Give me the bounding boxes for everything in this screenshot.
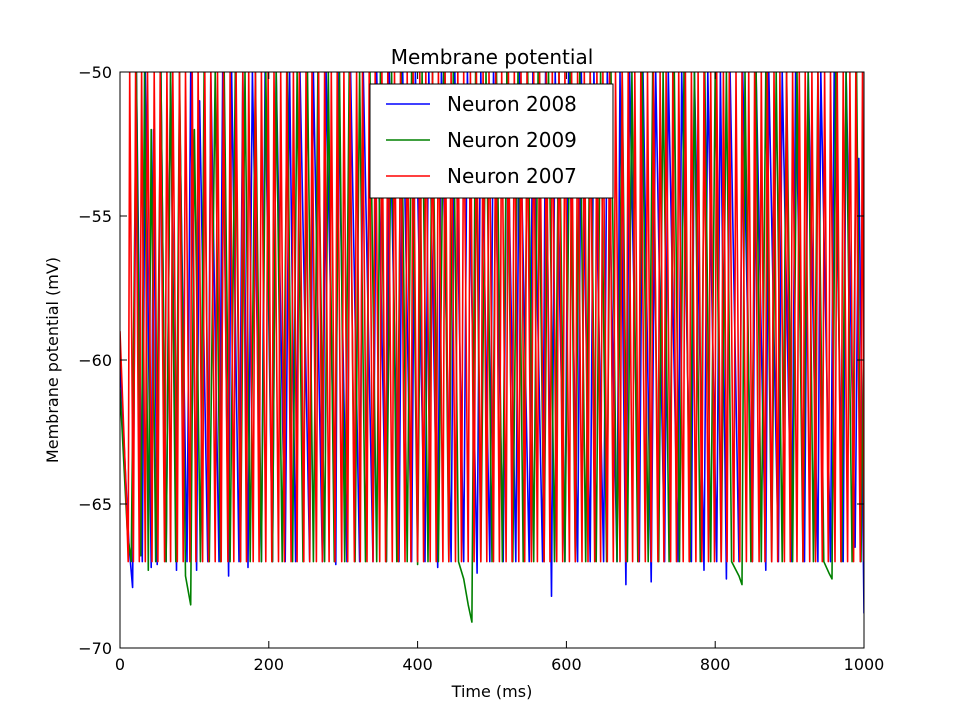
legend: Neuron 2008 Neuron 2009 Neuron 2007 xyxy=(369,83,614,199)
x-axis: 0 200 400 600 800 1000 xyxy=(115,72,884,674)
y-tick-label: −50 xyxy=(78,63,112,82)
legend-label-2: Neuron 2007 xyxy=(447,164,577,188)
series-line-2 xyxy=(120,72,864,563)
x-tick-label: 400 xyxy=(402,655,433,674)
x-tick-label: 0 xyxy=(115,655,125,674)
y-tick-label: −70 xyxy=(78,639,112,658)
x-tick-label: 600 xyxy=(551,655,582,674)
x-tick-label: 200 xyxy=(254,655,285,674)
x-tick-label: 800 xyxy=(700,655,731,674)
y-tick-label: −60 xyxy=(78,351,112,370)
legend-label-0: Neuron 2008 xyxy=(447,92,577,116)
legend-box xyxy=(369,83,614,199)
series-layer xyxy=(120,72,864,623)
y-tick-label: −65 xyxy=(78,495,112,514)
x-tick-label: 1000 xyxy=(844,655,885,674)
legend-label-1: Neuron 2009 xyxy=(447,128,577,152)
y-axis: −70 −65 −60 −55 −50 xyxy=(78,63,864,658)
chart-title: Membrane potential xyxy=(391,45,594,69)
x-axis-label: Time (ms) xyxy=(451,682,533,701)
y-tick-label: −55 xyxy=(78,207,112,226)
y-axis-label: Membrane potential (mV) xyxy=(43,257,62,463)
